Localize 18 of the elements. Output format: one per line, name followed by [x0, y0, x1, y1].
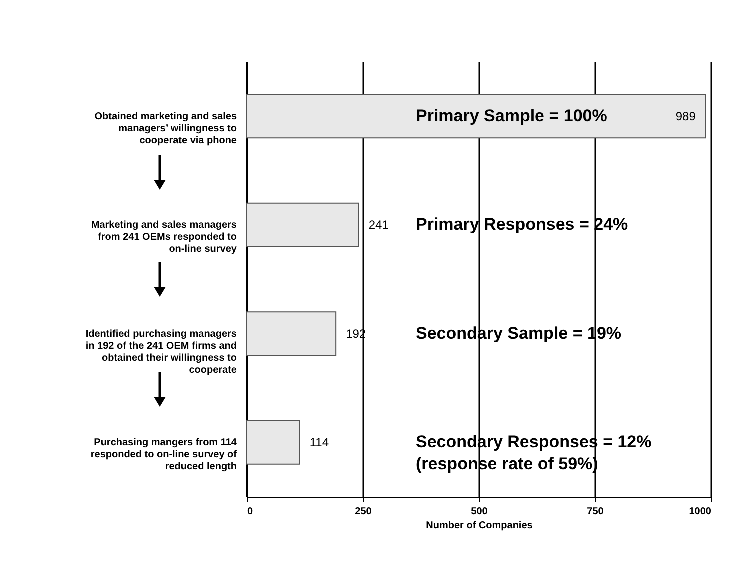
annotation: Primary Sample = 100%	[416, 106, 608, 126]
data-label: 241	[368, 218, 390, 232]
x-tick-label: 500	[471, 506, 488, 518]
x-tick-label: 250	[355, 506, 372, 518]
bar	[246, 94, 706, 139]
data-label: 114	[310, 436, 330, 450]
x-tick-label: 1000	[689, 506, 712, 518]
bar	[246, 202, 360, 248]
y-tick-label: Obtained marketing and sales managers’ willingness to cooperate via phone	[94, 111, 238, 146]
data-label: 989	[676, 109, 696, 124]
x-tick-label: 750	[587, 506, 604, 518]
y-tick-label: Marketing and sales managers from 241 OEMs responded to on-line survey	[91, 220, 238, 256]
x-axis-title: Number of Companies	[426, 520, 534, 532]
y-tick-label: Identified purchasing managers in 192 of the 241 OEM firms and obtained their willingness to cooperate	[86, 328, 238, 376]
y-tick-label: Purchasing mangers from 114 responded to on-line survey of reduced length	[90, 438, 238, 473]
bar	[246, 420, 300, 465]
x-tick-label: 0	[248, 506, 254, 518]
bar	[246, 312, 337, 356]
